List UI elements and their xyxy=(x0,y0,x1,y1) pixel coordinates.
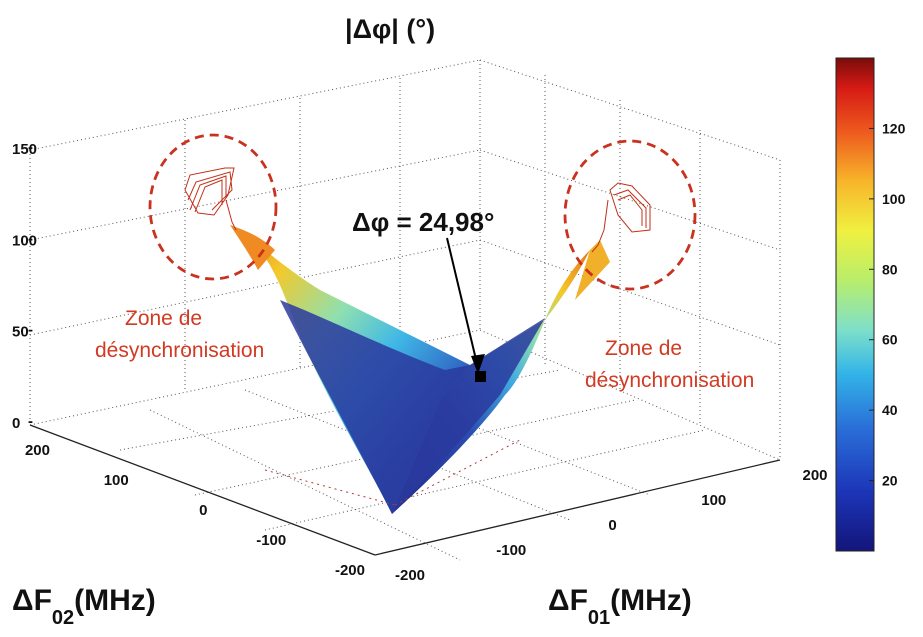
y-axis-ticks: -200 -100 0 100 200 xyxy=(25,442,365,579)
colorbar-tick-label-60: 60 xyxy=(882,332,898,348)
zone-label-right-line2: désynchronisation xyxy=(585,369,754,392)
x-tick-label-0: 0 xyxy=(608,517,616,534)
x-axis-title-main: ΔF xyxy=(548,584,588,617)
z-axis-title-prefix: | xyxy=(345,14,353,44)
y-axis-title-sub: 02 xyxy=(52,607,74,629)
z-tick-mark-150: - xyxy=(28,139,33,156)
surface-left-edge xyxy=(230,225,275,270)
x-tick-label--200: -200 xyxy=(395,567,425,584)
colorbar: 20 40 60 80 100 120 xyxy=(835,57,906,552)
desync-circle-left xyxy=(148,133,278,281)
z-tick-mark-0: - xyxy=(28,413,33,430)
annotation-arrowhead xyxy=(471,354,485,374)
annotation-marker xyxy=(475,371,486,382)
z-tick-label-0: 0 xyxy=(12,415,20,432)
zone-label-left-line2: désynchronisation xyxy=(95,339,264,362)
zone-label-right-line1: Zone de xyxy=(605,337,682,360)
z-tick-label-100: 100 xyxy=(12,232,37,249)
y-axis-title-unit: (MHz) xyxy=(74,584,156,617)
x-axis-title-unit: (MHz) xyxy=(610,584,692,617)
y-axis-title: ΔF02(MHz) xyxy=(12,584,156,629)
colorbar-tick-label-100: 100 xyxy=(882,191,906,207)
z-axis-title: |Δφ| (°) xyxy=(345,14,435,44)
surface-dotted-diagonal xyxy=(264,439,521,506)
surface-red-ridge-right xyxy=(591,182,651,253)
z-tick-mark-50: - xyxy=(28,322,33,339)
x-tick-label--100: -100 xyxy=(496,542,526,559)
x-axis-title-sub: 01 xyxy=(588,607,610,629)
x-axis-title: ΔF01(MHz) xyxy=(548,584,692,629)
y-axis-title-main: ΔF xyxy=(12,584,52,617)
surface xyxy=(184,167,651,514)
x-axis-ticks: -200 -100 0 100 200 xyxy=(395,467,828,584)
y-tick-label-0: 0 xyxy=(199,502,207,519)
z-tick-label-50: 50 xyxy=(12,324,29,341)
y-tick-label-200: 200 xyxy=(25,442,50,459)
z-axis-title-suffix: | (°) xyxy=(391,14,435,44)
surface-red-ridge-left xyxy=(184,167,237,231)
colorbar-ticks: 20 40 60 80 100 120 xyxy=(869,120,906,489)
x-tick-label-200: 200 xyxy=(802,467,827,484)
z-axis-title-delta: Δφ xyxy=(353,14,392,44)
z-axis-ticks: 0 -50 -100-150- xyxy=(12,139,37,432)
desync-circle-right xyxy=(563,139,697,291)
z-tick-mark-100: - xyxy=(28,230,33,247)
y-tick-label--200: -200 xyxy=(335,562,365,579)
annotation-arrow xyxy=(446,237,479,369)
colorbar-tick-label-80: 80 xyxy=(882,261,898,277)
z-tick-label-150: 150 xyxy=(12,141,37,158)
colorbar-tick-label-120: 120 xyxy=(882,120,906,136)
colorbar-tick-label-20: 20 xyxy=(882,473,898,489)
y-tick-label--100: -100 xyxy=(256,532,286,549)
y-tick-label-100: 100 xyxy=(104,472,129,489)
colorbar-ramp xyxy=(835,57,875,552)
surface-right-edge xyxy=(575,240,610,300)
x-tick-label-100: 100 xyxy=(701,492,726,509)
annotation-text: Δφ = 24,98° xyxy=(352,207,494,237)
zone-label-left-line1: Zone de xyxy=(125,307,202,330)
colorbar-tick-label-40: 40 xyxy=(882,402,898,418)
axes-frame xyxy=(29,424,781,556)
surface-valley xyxy=(280,300,545,514)
